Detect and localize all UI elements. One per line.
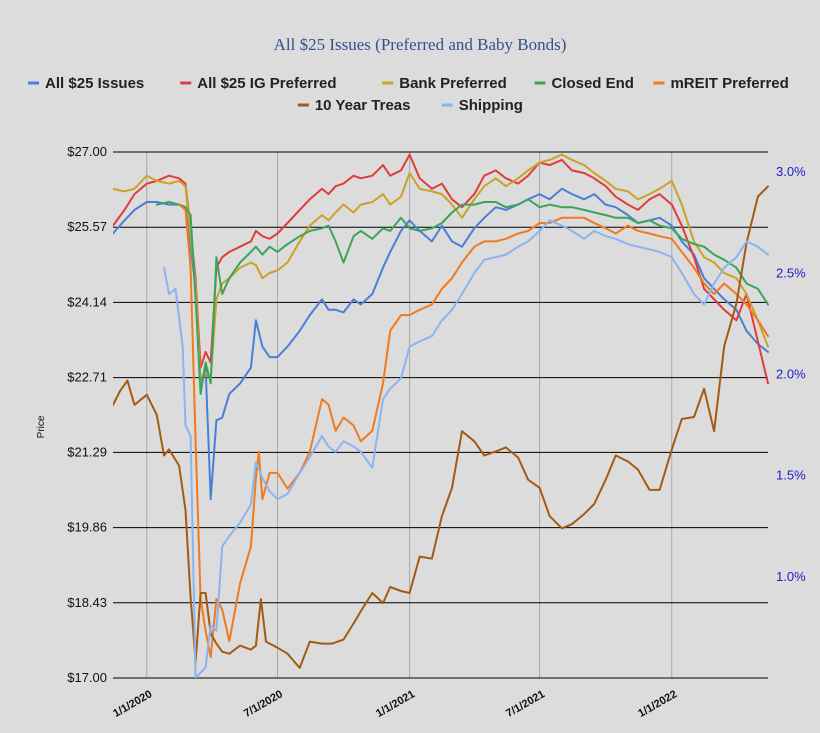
y-axis-label: Price bbox=[36, 415, 47, 438]
x-tick-label: 1/1/2021 bbox=[374, 688, 417, 720]
y-tick-label: $21.29 bbox=[67, 444, 107, 459]
y-tick-label: $19.86 bbox=[67, 520, 107, 535]
x-tick-label: 1/1/2020 bbox=[111, 688, 154, 720]
legend-label-10-year-treas: 10 Year Treas bbox=[315, 97, 411, 114]
y-tick-label: $18.43 bbox=[67, 595, 107, 610]
series-line-bank-preferred bbox=[113, 153, 769, 385]
y-tick-label: $27.00 bbox=[67, 144, 107, 159]
y-axis-left: $17.00 $18.43 $19.86 $21.29 $22.71 $24.14 $25.… bbox=[67, 144, 107, 685]
series-group bbox=[113, 153, 769, 678]
x-tick-label: 7/1/2020 bbox=[242, 688, 285, 720]
y-tick-label: $17.00 bbox=[67, 670, 107, 685]
y-tick-label: $22.71 bbox=[67, 370, 107, 385]
chart-title: All $25 Issues (Preferred and Baby Bonds… bbox=[274, 35, 567, 54]
legend-label-mreit-preferred: mREIT Preferred bbox=[670, 75, 788, 92]
x-axis: 1/1/2020 7/1/2020 1/1/2021 7/1/2021 1/1/2022 bbox=[111, 688, 679, 720]
legend-label-bank-preferred: Bank Preferred bbox=[399, 75, 507, 92]
legend: All $25 Issues All $25 IG Preferred Bank P… bbox=[28, 75, 789, 114]
legend-label-all-25-ig-preferred: All $25 IG Preferred bbox=[197, 75, 336, 92]
series-line-shipping bbox=[163, 219, 769, 678]
x-tick-label: 7/1/2021 bbox=[504, 688, 547, 720]
legend-label-all-25-issues: All $25 Issues bbox=[45, 75, 144, 92]
series-line-all-25-ig-preferred bbox=[113, 153, 769, 385]
grid bbox=[113, 151, 768, 679]
y-tick-label: $25.57 bbox=[67, 219, 107, 234]
legend-label-shipping: Shipping bbox=[459, 97, 523, 114]
y2-tick-label: 1.0% bbox=[776, 569, 806, 584]
series-line-10-year-treas bbox=[113, 185, 769, 669]
legend-label-closed-end: Closed End bbox=[551, 75, 634, 92]
y2-tick-label: 1.5% bbox=[776, 468, 806, 483]
y-tick-label: $24.14 bbox=[67, 294, 107, 309]
series-line-closed-end bbox=[155, 198, 769, 395]
x-tick-label: 1/1/2022 bbox=[636, 688, 679, 720]
series-line-mreit-preferred bbox=[178, 203, 769, 658]
y2-tick-label: 2.0% bbox=[776, 367, 806, 382]
y2-tick-label: 3.0% bbox=[776, 164, 806, 179]
y-axis-right: 1.0% 1.5% 2.0% 2.5% 3.0% bbox=[776, 164, 806, 584]
y2-tick-label: 2.5% bbox=[776, 265, 806, 280]
